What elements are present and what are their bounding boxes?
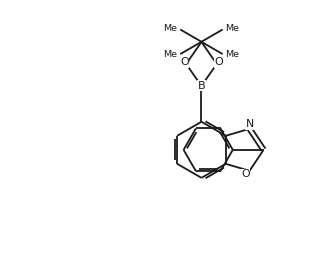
Text: O: O bbox=[180, 57, 189, 67]
Text: O: O bbox=[214, 57, 223, 67]
Text: Me: Me bbox=[164, 24, 177, 33]
Text: B: B bbox=[198, 81, 205, 91]
Text: Me: Me bbox=[225, 24, 239, 33]
Text: O: O bbox=[241, 169, 250, 179]
Text: Me: Me bbox=[225, 50, 239, 59]
Text: Me: Me bbox=[164, 50, 177, 59]
Text: N: N bbox=[246, 119, 254, 129]
